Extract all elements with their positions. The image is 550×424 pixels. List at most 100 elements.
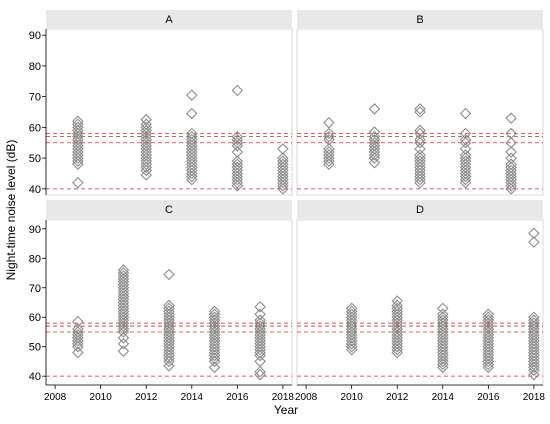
data-point	[277, 152, 289, 164]
plot-area	[45, 28, 293, 196]
data-point	[391, 299, 404, 312]
data-point	[72, 115, 84, 128]
data-point	[117, 345, 130, 357]
data-point	[414, 124, 426, 137]
data-point	[459, 143, 472, 155]
y-tick-label: 70	[29, 283, 41, 295]
data-point	[323, 116, 335, 129]
y-tick-label: 80	[29, 61, 41, 73]
data-point	[368, 156, 381, 169]
x-axis-label: Year	[274, 403, 298, 417]
data-point	[505, 127, 517, 140]
y-tick-label: 50	[29, 153, 41, 165]
data-point	[414, 133, 426, 146]
data-point	[505, 152, 517, 164]
data-point	[231, 155, 244, 167]
panel-title: C	[165, 204, 173, 216]
panel-strip	[46, 10, 292, 28]
data-point	[414, 149, 426, 161]
y-tick-label: 60	[29, 312, 41, 324]
data-point	[414, 143, 426, 155]
data-point	[208, 361, 221, 374]
panel-d: D 2008 2010 2012 2014 2016 2018	[295, 200, 545, 403]
panel-b: B	[296, 10, 544, 196]
panel-strip	[297, 200, 543, 219]
y-tick-label: 40	[29, 371, 41, 383]
data-point	[459, 107, 472, 120]
data-point	[231, 130, 244, 143]
x-tick-label: 2016	[226, 392, 249, 403]
x-tick-label: 2014	[181, 392, 204, 403]
data-point	[323, 127, 335, 140]
data-point	[208, 305, 221, 318]
y-tick-label: 90	[29, 30, 41, 42]
x-tick-label: 2008	[44, 392, 67, 403]
panel-strip	[46, 200, 292, 219]
data-point	[72, 323, 84, 335]
data-point	[117, 264, 130, 276]
data-point	[505, 112, 517, 124]
data-point	[528, 311, 540, 324]
y-tick-label: 80	[29, 253, 41, 265]
data-point	[163, 299, 175, 312]
panel-c: C 40 50 60 70 80 90 2008 2010 2012 2014 2016 2018	[29, 200, 295, 403]
panel-title: D	[416, 204, 424, 216]
y-tick-label: 90	[29, 224, 41, 236]
x-tick-label: 2010	[341, 392, 364, 403]
data-point	[254, 365, 266, 378]
x-tick-label: 2014	[432, 392, 455, 403]
data-point	[140, 113, 153, 126]
data-point	[231, 146, 244, 158]
data-point	[368, 126, 381, 138]
data-point	[323, 143, 335, 155]
data-point	[72, 346, 84, 359]
panel-title: B	[416, 14, 423, 26]
data-point	[277, 143, 289, 155]
y-tick-label: 40	[29, 184, 41, 196]
data-point	[185, 107, 198, 120]
plot-area	[296, 219, 544, 386]
data-point	[505, 158, 517, 171]
data-point	[254, 355, 266, 368]
panels: A 40 50 60 70 80 90 B C 40 50 60 70 80 90 2008 2010 2012 2…	[29, 10, 545, 403]
panel-a: A 40 50 60 70 80 90	[29, 10, 293, 196]
x-tick-label: 2016	[477, 392, 500, 403]
data-point	[345, 302, 358, 315]
data-point	[436, 302, 449, 315]
x-tick-label: 2008	[295, 392, 318, 403]
y-tick-label: 60	[29, 122, 41, 134]
data-point	[254, 301, 266, 313]
data-point	[72, 176, 84, 189]
x-tick-label: 2012	[386, 392, 409, 403]
x-tick-label: 2012	[135, 392, 158, 403]
data-point	[459, 133, 472, 146]
x-tick-label: 2018	[523, 392, 546, 403]
data-point	[459, 127, 472, 140]
x-tick-label: 2010	[90, 392, 113, 403]
data-point	[117, 332, 130, 344]
data-point	[505, 146, 517, 158]
data-point	[459, 149, 472, 161]
data-point	[528, 368, 540, 381]
data-point	[140, 169, 153, 181]
data-point	[254, 308, 266, 321]
data-point	[528, 236, 540, 248]
y-axis-label: Night-time noise level (dB)	[4, 140, 18, 281]
y-tick-label: 50	[29, 342, 41, 354]
plot-area	[296, 28, 544, 196]
data-point	[185, 127, 198, 140]
data-point	[163, 360, 175, 372]
data-point	[140, 118, 153, 131]
data-point	[163, 268, 175, 281]
data-point	[368, 130, 381, 143]
data-point	[436, 308, 449, 321]
y-tick-label: 70	[29, 92, 41, 104]
data-point	[414, 103, 426, 115]
data-point	[482, 308, 495, 321]
data-point	[72, 315, 84, 328]
data-point	[368, 103, 381, 115]
panel-title: A	[165, 14, 173, 26]
data-point	[528, 227, 540, 240]
x-tick-label: 2018	[272, 392, 295, 403]
